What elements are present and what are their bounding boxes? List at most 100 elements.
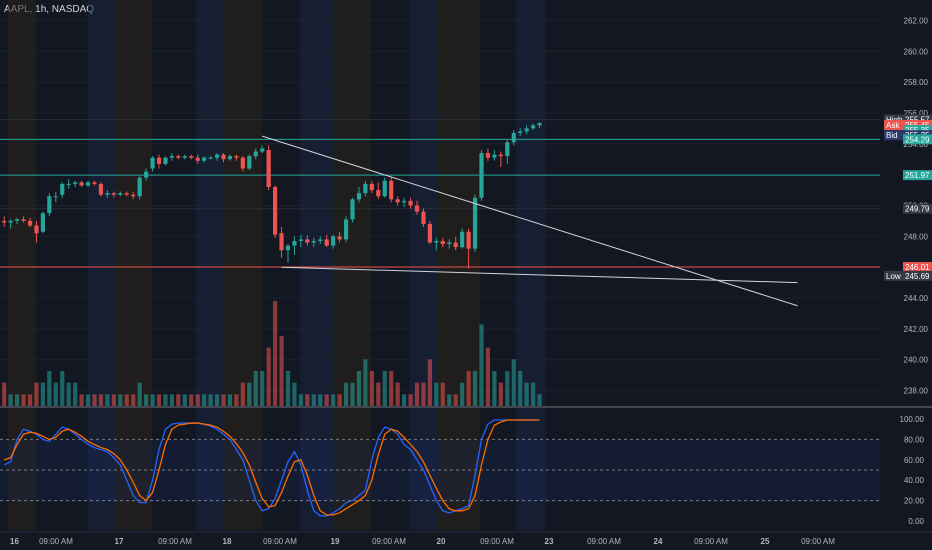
- oscillator-tick-label: 60.00: [904, 456, 925, 465]
- candle-body: [472, 197, 478, 249]
- volume-bar: [376, 382, 381, 406]
- candle-body: [85, 182, 91, 186]
- candle-body: [131, 194, 136, 197]
- candle-body: [331, 236, 336, 246]
- volume-bar: [34, 382, 39, 406]
- trendlines: [262, 135, 798, 307]
- candle-body: [150, 157, 155, 169]
- volume-bar: [402, 394, 407, 406]
- tag-label-text: Low: [886, 272, 901, 281]
- candle-body: [260, 148, 265, 152]
- volume-bar: [47, 371, 52, 406]
- volume-bar: [2, 382, 7, 406]
- price-tick-label: 248.00: [904, 232, 929, 241]
- candle-body: [247, 156, 252, 169]
- tag-value-text: 254.29: [905, 135, 930, 144]
- volume-bar: [382, 371, 387, 406]
- time-tick-label: 23: [545, 537, 554, 546]
- volume-bar: [182, 394, 187, 406]
- stochastic-pane: [0, 419, 880, 517]
- volume-bar: [221, 394, 226, 406]
- candle-body: [356, 193, 362, 200]
- volume-bar: [369, 371, 374, 406]
- candle-body: [144, 171, 149, 178]
- volume-bar: [518, 371, 523, 406]
- candle-body: [92, 182, 97, 184]
- time-tick-label: 09:00 AM: [587, 537, 621, 546]
- volume-bar: [137, 382, 142, 406]
- volume-bar: [524, 382, 529, 406]
- time-tick-label: 09:00 AM: [263, 537, 297, 546]
- tag-label-text: Bid: [886, 131, 898, 140]
- oscillator-tick-label: 80.00: [904, 435, 925, 444]
- volume-bar: [537, 394, 542, 406]
- volume-bar: [124, 394, 129, 406]
- candle-body: [156, 157, 162, 164]
- volume-bar: [389, 371, 394, 406]
- volume-bar: [531, 382, 536, 406]
- time-tick-label: 09:00 AM: [480, 537, 514, 546]
- price-tick-label: 260.00: [904, 47, 929, 56]
- candle-body: [402, 200, 407, 203]
- volume-bar: [305, 394, 310, 406]
- volume-bar: [240, 382, 245, 406]
- candle-body: [292, 240, 297, 246]
- candle-body: [324, 239, 329, 246]
- session-band: [410, 0, 438, 530]
- candle-body: [66, 183, 71, 185]
- candle-body: [279, 233, 284, 251]
- price-tick-label: 240.00: [904, 356, 929, 365]
- candle-body: [221, 154, 226, 160]
- candle-body: [124, 193, 129, 195]
- candle-body: [266, 149, 271, 187]
- volume-bar: [53, 382, 58, 406]
- candle-body: [195, 157, 200, 161]
- candle-body: [34, 225, 39, 234]
- candle-body: [518, 131, 523, 134]
- volume-bar: [285, 371, 291, 406]
- volume-bar: [227, 394, 233, 406]
- candle-body: [505, 142, 510, 157]
- candle-body: [498, 154, 503, 157]
- price-tag-level_d: 246.01: [903, 262, 932, 273]
- candle-body: [376, 190, 381, 197]
- volume-bar: [156, 394, 162, 406]
- price-tags: High255.57Ask255.45255.35Bid255.25254.29…: [884, 114, 932, 281]
- volume-bar: [498, 382, 503, 406]
- candle-body: [240, 157, 245, 169]
- volume-bar: [73, 382, 78, 406]
- candle-body: [285, 245, 291, 251]
- candle-body: [485, 153, 491, 158]
- candlesticks: [2, 122, 542, 269]
- volume-bar: [92, 394, 97, 406]
- time-tick-label: 09:00 AM: [39, 537, 73, 546]
- volume-bar: [447, 394, 452, 406]
- candle-body: [298, 239, 303, 241]
- candle-body: [414, 205, 420, 212]
- candle-body: [318, 239, 323, 241]
- volume-bars: [2, 301, 542, 406]
- volume-bar: [414, 382, 420, 406]
- session-band: [224, 0, 262, 530]
- volume-bar: [331, 394, 336, 406]
- volume-bar: [163, 394, 168, 406]
- volume-bar: [98, 394, 104, 406]
- tag-value-text: 245.69: [905, 272, 930, 281]
- price-tag-level_b: 251.97: [903, 170, 932, 181]
- session-band: [334, 0, 371, 530]
- candle-body: [492, 154, 497, 158]
- tag-value-bg: [903, 125, 932, 136]
- tag-label-bg: [884, 114, 904, 125]
- candle-body: [53, 196, 58, 198]
- candle-body: [434, 240, 439, 243]
- candle-body: [447, 242, 452, 245]
- volume-bar: [85, 394, 91, 406]
- tag-value-bg: [903, 203, 932, 214]
- price-tick-label: 256.00: [904, 109, 929, 118]
- candle-body: [15, 219, 20, 221]
- oscillator-tick-label: 20.00: [904, 497, 925, 506]
- candle-body: [227, 156, 233, 160]
- candle-body: [8, 220, 13, 223]
- session-band: [300, 0, 334, 530]
